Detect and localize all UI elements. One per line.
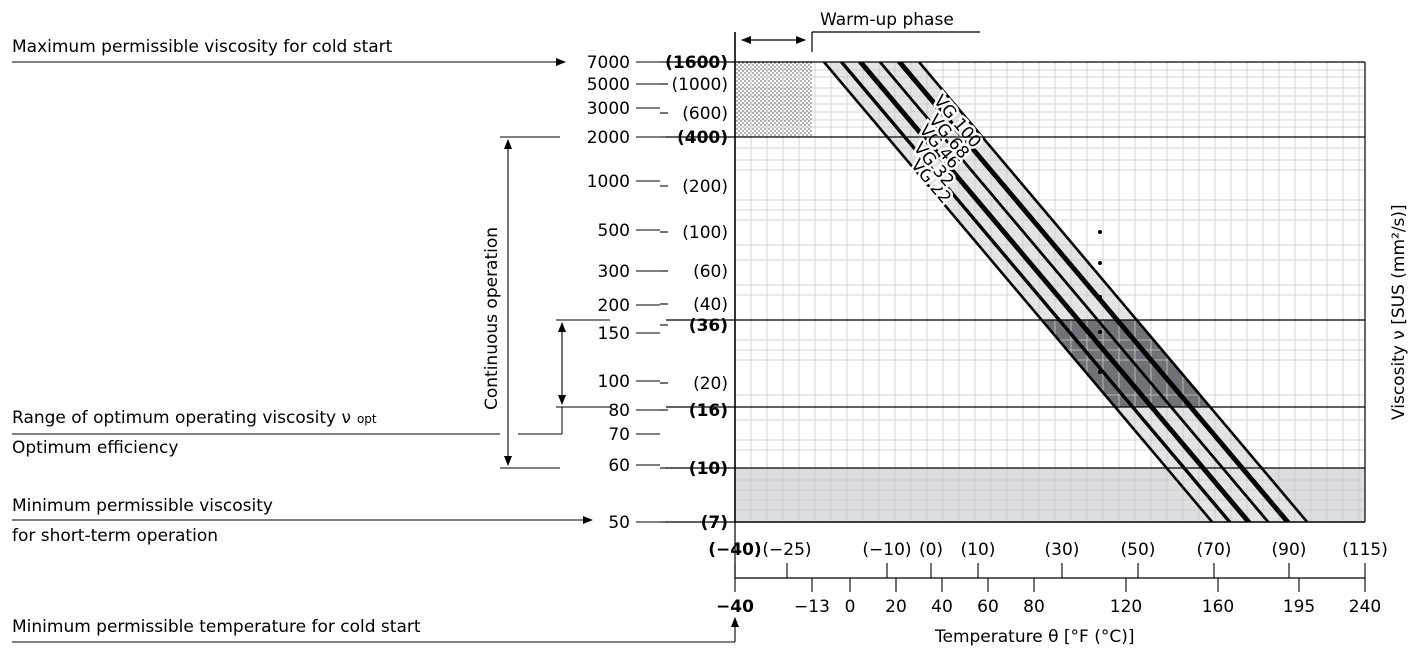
y-sus-tick: 5000 (587, 75, 630, 95)
y-mm2s-tick: (400) (677, 128, 728, 148)
reference-dot (1098, 295, 1102, 299)
min-short-term-label-2: for short-term operation (12, 526, 218, 546)
reference-dots (1098, 230, 1102, 374)
optimum-efficiency-label: Optimum efficiency (12, 438, 178, 458)
y-sus-tick: 1000 (587, 172, 630, 192)
y-mm2s-tick: (1600) (665, 53, 728, 73)
series-line (861, 62, 1252, 522)
y-sus-tick: 200 (598, 296, 630, 316)
x-celsius-tick: (90) (1272, 540, 1307, 560)
cold-start-zone (735, 62, 812, 137)
x-fahrenheit-tick: 0 (845, 597, 856, 617)
y-axis-title: Viscosity ν [SUS (mm²/s)] (1389, 204, 1409, 420)
y-mm2s-tick: (200) (682, 177, 728, 197)
min-temp-cold-start-label: Minimum permissible temperature for cold… (12, 617, 421, 637)
reference-dot (1098, 330, 1102, 334)
x-fahrenheit-tick: 160 (1202, 597, 1234, 617)
y-mm2s-tick: (600) (682, 104, 728, 124)
y-mm2s-tick: (7) (701, 513, 728, 533)
left-annotations: Maximum permissible viscosity for cold s… (12, 37, 739, 643)
x-fahrenheit-tick: 80 (1023, 597, 1045, 617)
y-mm2s-tick: (100) (682, 223, 728, 243)
x-fahrenheit-tick: −40 (716, 597, 754, 617)
y-mm2s-tick: (36) (689, 316, 728, 336)
x-axis-celsius: (−40) (−25) (−10) (0) (10) (30) (50) (70) (90) (1… (708, 522, 1388, 579)
x-fahrenheit-tick: 20 (885, 597, 907, 617)
y-mm2s-tick: (20) (693, 374, 728, 394)
x-fahrenheit-tick: 240 (1349, 597, 1381, 617)
warm-up-phase: Warm-up phase (741, 10, 980, 52)
x-fahrenheit-tick: −13 (794, 597, 830, 617)
optimum-range-label: Range of optimum operating viscosity ν op… (12, 408, 377, 428)
series-line (858, 62, 1249, 522)
reference-dot (1098, 370, 1102, 374)
x-fahrenheit-tick: 120 (1110, 597, 1142, 617)
series-lines (823, 62, 1309, 522)
y-mm2s-tick: (60) (693, 262, 728, 282)
y-sus-tick: 50 (608, 513, 630, 533)
y-sus-tick: 60 (608, 456, 630, 476)
y-mm2s-tick: (40) (693, 295, 728, 315)
y-mm2s-tick: (1000) (671, 75, 728, 95)
x-celsius-tick: (70) (1197, 540, 1232, 560)
series-line (897, 62, 1288, 522)
y-sus-tick: 3000 (587, 99, 630, 119)
optimum-zone (1041, 320, 1211, 407)
x-celsius-tick: (−10) (862, 540, 911, 560)
series-line (900, 62, 1291, 522)
grid (735, 62, 1365, 522)
y-sus-tick: 70 (608, 425, 630, 445)
max-cold-start-label: Maximum permissible viscosity for cold s… (12, 37, 393, 57)
region-fills (735, 62, 1365, 522)
y-mm2s-tick: (16) (689, 401, 728, 421)
series-band-background (824, 62, 1308, 522)
warm-up-label: Warm-up phase (820, 10, 954, 30)
y-sus-tick: 100 (598, 372, 630, 392)
x-axis-title: Temperature θ [°F (°C)] (934, 627, 1134, 647)
y-sus-tick: 80 (608, 401, 630, 421)
x-fahrenheit-tick: 40 (931, 597, 953, 617)
x-celsius-tick: (10) (961, 540, 996, 560)
min-short-term-label-1: Minimum permissible viscosity (12, 496, 273, 516)
reference-dot (1098, 261, 1102, 265)
x-fahrenheit-tick: 195 (1283, 597, 1315, 617)
x-celsius-tick: (30) (1045, 540, 1080, 560)
series-line (840, 62, 1231, 522)
y-mm2s-tick: (10) (689, 459, 728, 479)
y-axis-mm2s: (1600)(1000) (600) (400) (200) (100) (60) (40)… (660, 53, 728, 533)
series-line (879, 62, 1270, 522)
y-sus-tick: 300 (598, 262, 630, 282)
plot-frame (734, 32, 1366, 523)
continuous-operation-label: Continuous operation (482, 227, 502, 410)
reference-dot (1098, 230, 1102, 234)
reference-lines (666, 61, 1365, 523)
y-sus-tick: 2000 (587, 128, 630, 148)
series-line (918, 62, 1309, 522)
y-sus-tick: 150 (598, 324, 630, 344)
x-celsius-tick: (0) (919, 540, 943, 560)
y-sus-tick: 7000 (587, 53, 630, 73)
x-celsius-tick: (−25) (762, 540, 811, 560)
x-celsius-tick: (50) (1121, 540, 1156, 560)
y-sus-tick: 500 (598, 221, 630, 241)
x-fahrenheit-tick: 60 (977, 597, 999, 617)
x-axis-fahrenheit: −40 −13 0 20 40 60 80 120 160 195 240 (716, 578, 1381, 617)
series-line (823, 62, 1214, 522)
x-celsius-tick: (115) (1342, 540, 1388, 560)
